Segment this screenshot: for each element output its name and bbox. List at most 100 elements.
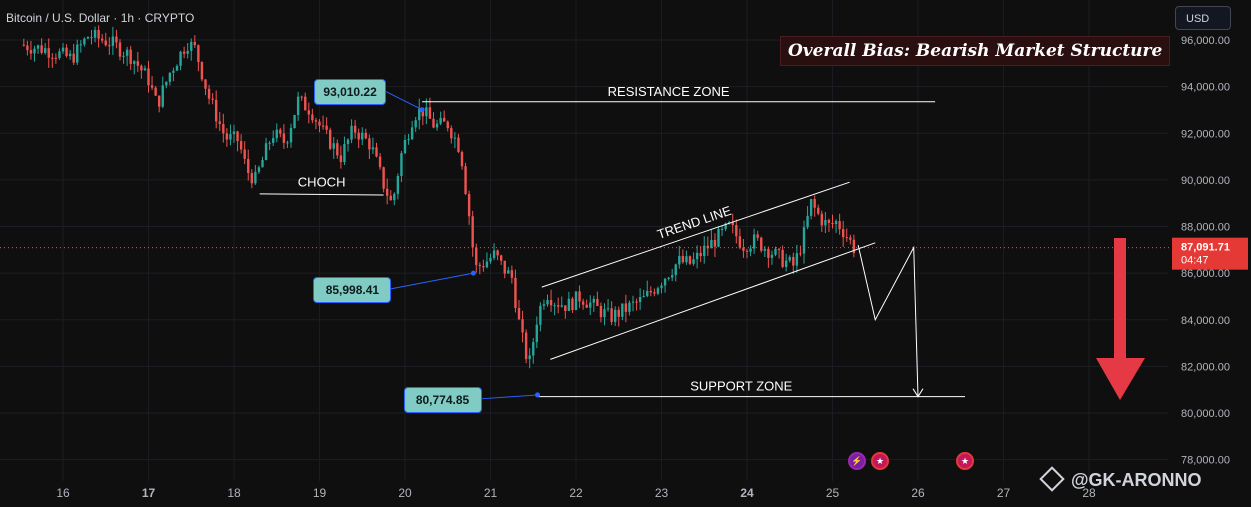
candle-body	[197, 45, 200, 62]
candle-body	[556, 305, 560, 307]
candle-body	[752, 234, 756, 249]
candle-body	[802, 227, 806, 254]
y-tick-label: 90,000.00	[1181, 175, 1230, 187]
candle-body	[724, 223, 727, 229]
candle-body	[464, 166, 467, 194]
candle-body	[26, 45, 29, 51]
candle-body	[442, 117, 446, 122]
candle-body	[667, 277, 670, 279]
candle-body	[735, 225, 738, 237]
x-tick-label: 22	[569, 486, 583, 500]
candle-body	[54, 57, 58, 59]
candle-body	[827, 219, 831, 223]
candle-body	[824, 219, 827, 226]
candle-body	[72, 53, 75, 63]
candle-body	[300, 96, 303, 98]
candle-body	[841, 229, 845, 238]
zone-label: RESISTANCE ZONE	[608, 84, 730, 99]
candle-body	[688, 256, 692, 264]
candle-body	[770, 254, 774, 258]
us-flag-icon[interactable]: ★	[956, 452, 974, 470]
candle-body	[749, 248, 752, 252]
candle-body	[346, 139, 350, 145]
y-tick-label: 92,000.00	[1181, 128, 1230, 140]
candle-body	[670, 275, 674, 278]
candle-body	[425, 107, 428, 117]
candle-body	[507, 270, 510, 274]
candle-body	[592, 298, 596, 303]
candle-body	[710, 239, 713, 249]
y-tick-label: 94,000.00	[1181, 82, 1230, 94]
candle-body	[581, 301, 585, 305]
candle-body	[499, 255, 503, 261]
price-marker-badge: 93,010.22	[314, 78, 387, 105]
candle-body	[613, 309, 617, 322]
candle-body	[489, 258, 492, 262]
candle-body	[792, 256, 795, 266]
candle-body	[318, 121, 321, 126]
candle-body	[68, 53, 72, 57]
flash-event-icon[interactable]: ⚡	[848, 452, 866, 470]
candle-body	[795, 253, 799, 266]
candle-body	[382, 167, 385, 189]
candle-body	[328, 129, 332, 149]
candle-body	[628, 302, 631, 312]
candle-body	[717, 228, 720, 247]
candle-body	[435, 123, 439, 128]
candle-body	[553, 305, 556, 307]
candle-body	[371, 147, 375, 150]
candle-body	[450, 128, 453, 139]
candle-body	[542, 304, 546, 306]
candle-body	[532, 342, 535, 356]
us-flag-icon[interactable]: ★	[871, 452, 889, 470]
candle-body	[122, 55, 125, 57]
candle-body	[635, 301, 638, 303]
axes: 78,000.00 80,000.00 82,000.00 84,000.00 86,0…	[56, 35, 1230, 500]
candle-body	[784, 260, 788, 267]
annotation-line	[259, 193, 384, 196]
candle-body	[343, 144, 346, 163]
candle-body	[165, 81, 168, 86]
candle-body	[79, 44, 83, 46]
candle-body	[482, 266, 485, 268]
candle-body	[239, 141, 243, 150]
candle-body	[681, 256, 685, 263]
candle-body	[51, 57, 54, 59]
projection-path	[857, 245, 919, 397]
current-price-value: 87,091.71	[1181, 242, 1230, 254]
candle-body	[229, 134, 232, 140]
candle-body	[264, 143, 268, 160]
candle-body	[642, 296, 645, 298]
x-tick-label: 18	[227, 486, 241, 500]
candle-body	[207, 88, 211, 99]
currency-button[interactable]: USD	[1175, 6, 1231, 30]
diamond-logo-icon	[1039, 466, 1065, 492]
candle-body	[314, 120, 318, 122]
candle-body	[806, 215, 809, 228]
candle-body	[296, 96, 300, 116]
annotation-label: TREND LINE	[655, 203, 733, 242]
candle-body	[546, 300, 549, 305]
candle-body	[378, 156, 382, 168]
candle-body	[514, 277, 517, 309]
y-tick-label: 96,000.00	[1181, 35, 1230, 47]
candle-body	[97, 30, 100, 39]
candle-body	[403, 139, 407, 154]
candle-body	[204, 79, 207, 89]
candle-body	[211, 98, 214, 100]
candle-body	[410, 127, 414, 140]
candle-body	[428, 107, 432, 119]
candle-body	[781, 249, 784, 267]
candle-body	[713, 239, 717, 247]
candle-body	[414, 120, 417, 128]
x-tick-label: 21	[484, 486, 498, 500]
candle-body	[175, 65, 179, 71]
candle-body	[336, 143, 339, 156]
candle-body	[453, 137, 457, 139]
candle-body	[115, 36, 118, 43]
candle-body	[653, 292, 656, 294]
candle-body	[243, 149, 246, 159]
projection-arrowhead	[912, 388, 924, 398]
